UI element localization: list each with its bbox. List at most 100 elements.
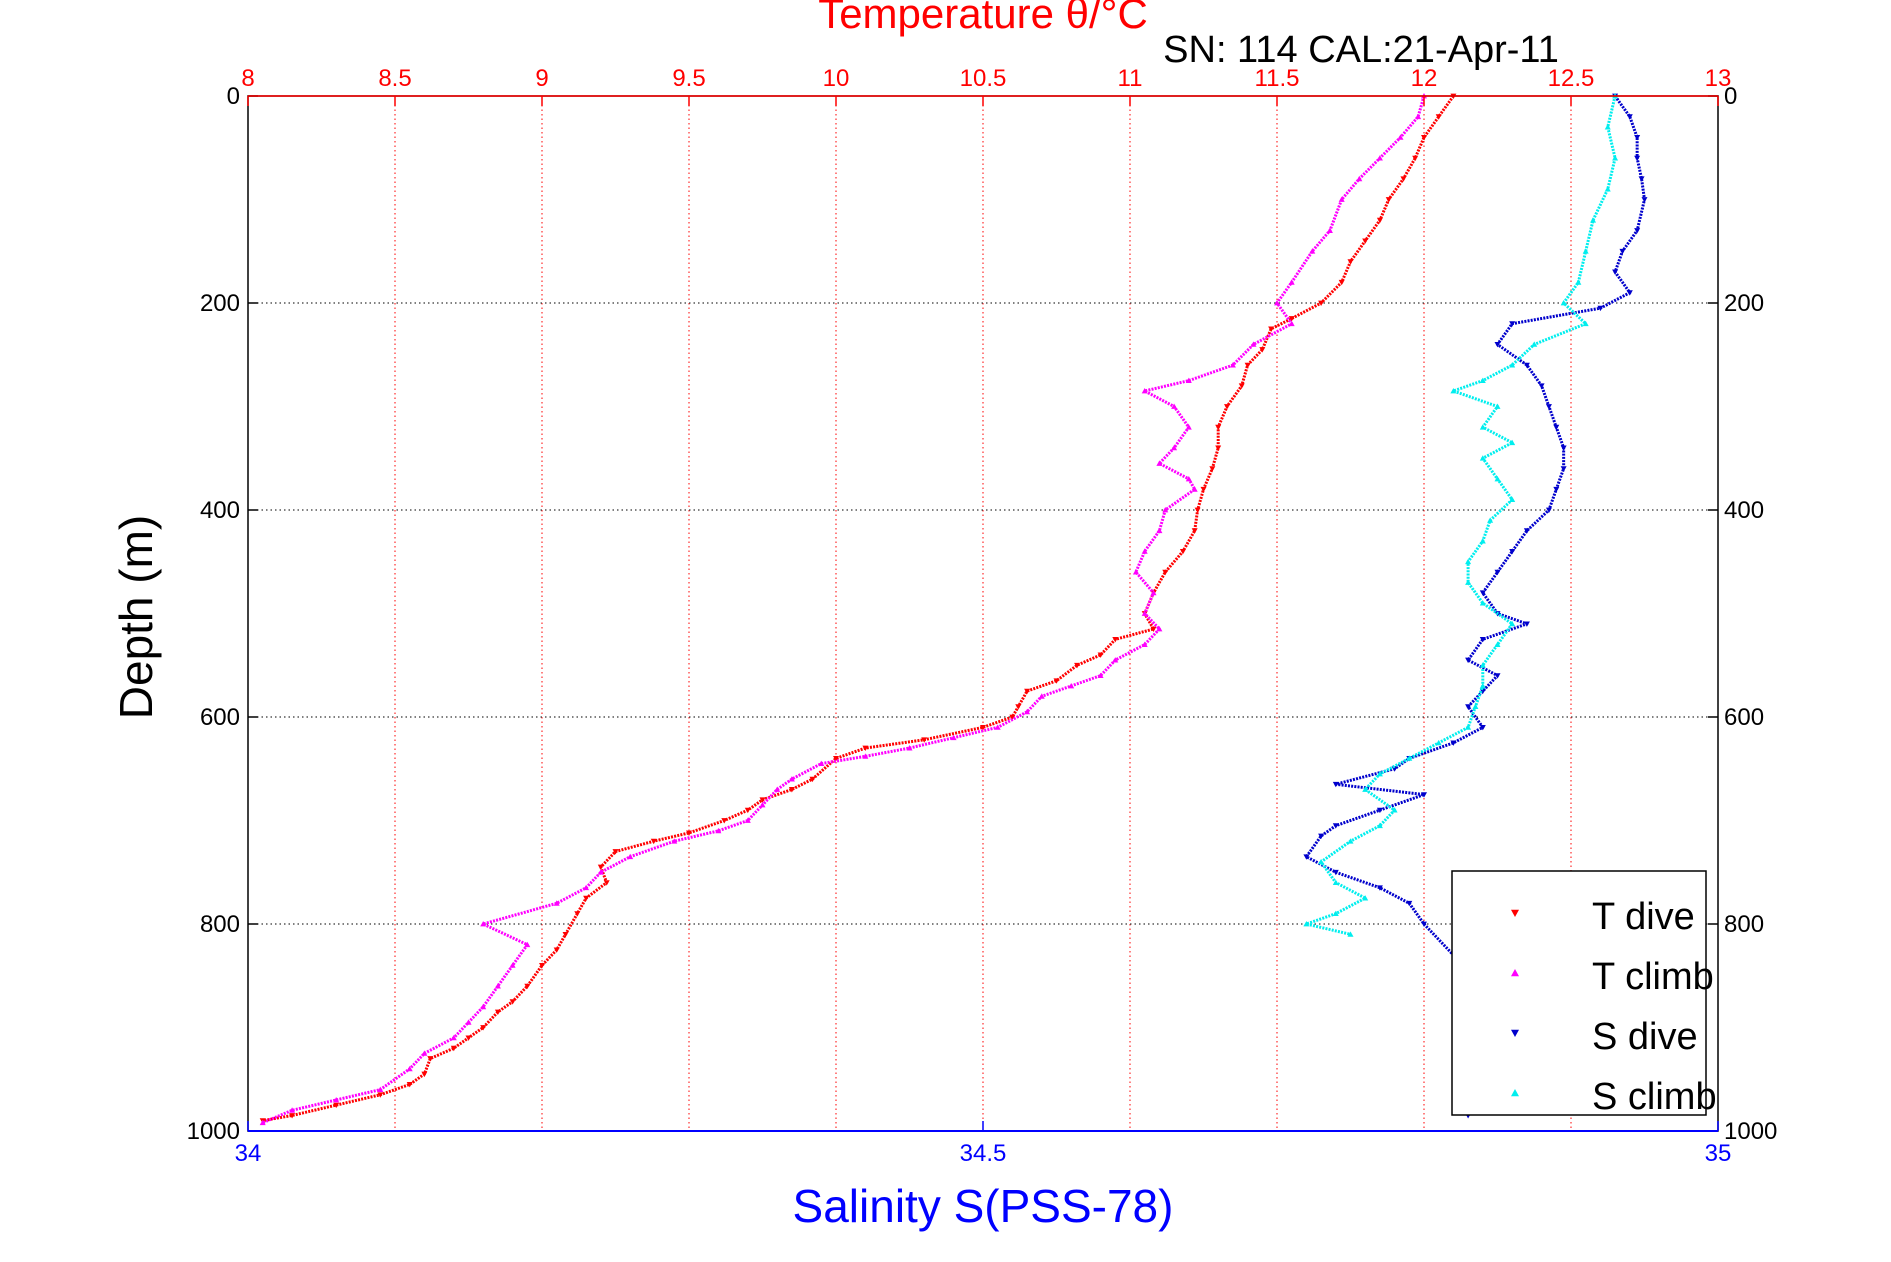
data-point [1509,496,1516,503]
data-point [1479,538,1486,544]
top-tick-label: 9.5 [672,65,705,92]
top-tick-label: 13 [1705,65,1732,92]
data-point [980,724,986,731]
data-point [788,787,795,793]
top-tick-label: 11 [1118,65,1143,92]
data-point [1479,662,1486,668]
data-point [1303,854,1310,860]
data-point [994,724,1001,730]
data-point [1553,486,1560,493]
legend-label: T dive [1592,896,1695,938]
data-point [1224,404,1231,410]
data-point [465,1035,472,1041]
data-point [1179,549,1186,555]
data-point [1604,124,1611,130]
data-point [833,756,839,762]
top-axis-title: Temperature θ/°C [818,0,1148,37]
data-point [788,776,795,782]
data-point [1332,879,1339,885]
data-point [1450,740,1457,746]
data-point [1465,657,1472,664]
data-point [1318,858,1325,865]
grid-lines [248,96,1718,1131]
top-tick-label: 10 [823,65,850,92]
data-point [1472,703,1479,710]
data-point [1626,114,1633,120]
data-point [289,1107,296,1113]
data-point [539,963,545,969]
data-point [524,983,531,990]
data-point [1612,155,1619,161]
data-point [1421,921,1427,927]
data-series [259,93,1648,1126]
data-point [1191,528,1198,534]
data-point [1185,377,1192,384]
data-point [1479,636,1486,643]
data-point [1332,823,1339,829]
data-point [562,931,569,938]
data-point [1523,621,1530,627]
data-point [421,1071,428,1078]
data-point [1582,320,1589,327]
data-point [597,864,604,871]
data-point [744,807,751,814]
y-axis-title: Depth (m) [110,515,162,719]
series-t-climb [259,93,1427,1126]
data-point [1412,155,1419,162]
left-tick-label: 200 [200,290,240,317]
data-point [1538,383,1545,389]
left-tick-label: 800 [200,911,240,938]
data-point [1200,486,1207,493]
data-point [450,1034,457,1041]
left-tick-label: 600 [200,704,240,731]
data-point [1479,682,1486,689]
data-point [1465,704,1472,710]
data-point [1523,528,1530,534]
data-point [1450,387,1457,394]
data-point [1156,626,1163,632]
right-tick-label: 200 [1724,290,1764,317]
data-point [509,962,516,968]
data-point [1112,657,1119,663]
data-point [650,838,657,845]
data-point [494,1009,501,1015]
data-point [1156,460,1163,466]
data-point [1465,724,1472,730]
data-point [1560,466,1567,472]
top-tick-label: 12.5 [1548,65,1595,92]
data-point [1326,227,1333,233]
right-tick-label: 600 [1724,704,1764,731]
data-point [1638,176,1645,182]
data-point [1347,931,1354,937]
data-point [1435,114,1442,120]
data-point [406,1065,413,1072]
data-point [809,776,816,783]
data-point [333,1096,340,1103]
data-point [1582,248,1589,254]
data-point [1376,770,1383,777]
data-point [509,999,516,1005]
data-point [1494,673,1501,679]
data-point [1338,196,1345,202]
data-point [1194,507,1201,513]
bottom-tick-label: 34.5 [960,1140,1007,1167]
data-point [1274,300,1280,306]
data-point [1068,682,1075,689]
data-point [1415,113,1422,120]
data-point [1487,517,1494,523]
data-point [1634,228,1641,234]
data-point [1332,910,1339,917]
data-point [1338,279,1345,286]
data-point [1150,589,1157,596]
data-point [1634,155,1641,162]
data-point [1406,900,1413,907]
data-point [289,1113,296,1119]
left-tick-label: 0 [227,83,240,110]
data-point [1479,377,1486,384]
left-tick-label: 1000 [187,1118,240,1145]
data-point [906,745,913,751]
data-point [1097,672,1104,678]
data-point [627,853,634,860]
data-point [950,734,957,741]
